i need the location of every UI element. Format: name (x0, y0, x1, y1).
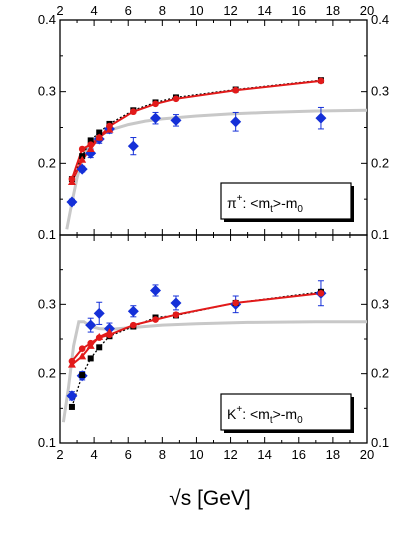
red-triangle-point (86, 341, 95, 349)
blue-diamond-point (66, 196, 78, 208)
black-square-point (87, 137, 94, 144)
label-box (220, 182, 352, 220)
x-tick-label: 14 (257, 447, 271, 462)
blue-diamond-point (66, 390, 78, 402)
label-box (220, 393, 352, 431)
red-circle-point (317, 289, 325, 297)
x-tick-label-top: 6 (125, 3, 132, 18)
black-square-point (96, 344, 103, 351)
y-tick-label-right: 0.2 (371, 366, 389, 381)
red-triangle-point (95, 133, 104, 141)
y-tick-label-left: 0.1 (38, 227, 56, 242)
panel-label: K+: <mt>-m0 (227, 404, 303, 426)
x-tick-label: 12 (223, 447, 237, 462)
y-tick-label-right: 0.1 (371, 227, 389, 242)
red-circle-point (172, 95, 180, 103)
red-circle-point (232, 86, 239, 94)
blue-diamond-point (170, 297, 182, 309)
x-tick-label-top: 12 (223, 3, 237, 18)
blue-diamond-point (170, 114, 182, 126)
y-tick-label-right: 0.3 (371, 84, 389, 99)
x-tick-label-top: 18 (326, 3, 340, 18)
red-triangle-point (78, 352, 87, 360)
red-line (71, 292, 322, 362)
blue-diamond-point (315, 112, 327, 124)
blue-diamond-point (127, 305, 139, 317)
red-triangle-point (67, 360, 76, 368)
x-tick-label: 2 (56, 447, 63, 462)
plot-area (65, 77, 367, 230)
panel-kaon: 2 4 6 8 10 12 14 16 18 200.1 0.10.2 0.20.3 0.3K+: <m… (38, 234, 389, 462)
red-triangle-point (86, 145, 95, 152)
x-tick-label: 10 (189, 447, 203, 462)
x-tick-label: 8 (159, 447, 166, 462)
x-tick-label-top: 16 (292, 3, 306, 18)
red-circle-point (78, 345, 86, 353)
x-tick-label-top: 4 (90, 3, 97, 18)
y-tick-label-left: 0.2 (38, 366, 56, 381)
x-tick-label-top: 20 (360, 3, 374, 18)
x-tick-label: 20 (360, 447, 374, 462)
x-axis-title: √s [GeV] (169, 487, 251, 510)
red-circle-point (152, 100, 159, 108)
x-tick-label: 18 (326, 447, 340, 462)
black-dotted-line (71, 79, 322, 180)
red-circle-point (130, 108, 137, 116)
red-circle-point (152, 316, 159, 323)
black-square-point (87, 355, 94, 362)
red-circle-point (232, 299, 239, 307)
panel-label: π+: <mt>-m0 (227, 193, 303, 215)
y-tick-label-left: 0.1 (38, 435, 56, 450)
blue-diamond-point (230, 116, 242, 128)
red-triangle-point (105, 328, 114, 336)
blue-diamond-point (93, 307, 105, 319)
black-square-point (68, 403, 75, 410)
black-dotted-line (71, 291, 322, 408)
blue-diamond-point (85, 319, 97, 331)
red-circle-point (317, 77, 325, 85)
black-square-point (79, 372, 86, 379)
blue-diamond-point (150, 284, 162, 296)
x-tick-label-top: 10 (189, 3, 203, 18)
red-circle-point (87, 141, 94, 148)
x-tick-label-top: 14 (257, 3, 271, 18)
red-circle-point (78, 145, 86, 153)
red-circle-point (172, 311, 180, 319)
black-square-point (96, 129, 103, 136)
red-triangle-point (95, 332, 104, 340)
y-tick-label-left: 0.4 (38, 12, 56, 27)
x-tick-label: 6 (125, 447, 132, 462)
red-line (70, 79, 322, 180)
red-triangle-point (78, 155, 87, 163)
x-tick-label-top: 2 (56, 3, 63, 18)
y-tick-label-left: 0.3 (38, 84, 56, 99)
red-circle-point (130, 321, 137, 329)
blue-diamond-point (127, 140, 139, 152)
y-tick-label-right: 0.4 (371, 12, 389, 27)
red-triangle-point (67, 177, 76, 185)
blue-diamond-point (150, 112, 162, 124)
y-tick-label-right: 0.3 (371, 296, 389, 311)
y-tick-label-right: 0.2 (371, 155, 389, 170)
panel-pion: 2 4 6 8 10 12 14 16 18 20 0.1 0.1 0.2 0.2 0.3 0.3 0.4 0.4… (38, 3, 389, 242)
x-tick-label: 16 (292, 447, 306, 462)
plot-area (61, 280, 367, 423)
blue-diamond-point (76, 163, 88, 175)
x-tick-label-top: 8 (159, 3, 166, 18)
y-tick-label-left: 0.2 (38, 155, 56, 170)
red-triangle-point (105, 125, 114, 133)
y-tick-label-left: 0.3 (38, 296, 56, 311)
x-tick-label: 4 (90, 447, 97, 462)
y-tick-label-right: 0.1 (371, 435, 389, 450)
